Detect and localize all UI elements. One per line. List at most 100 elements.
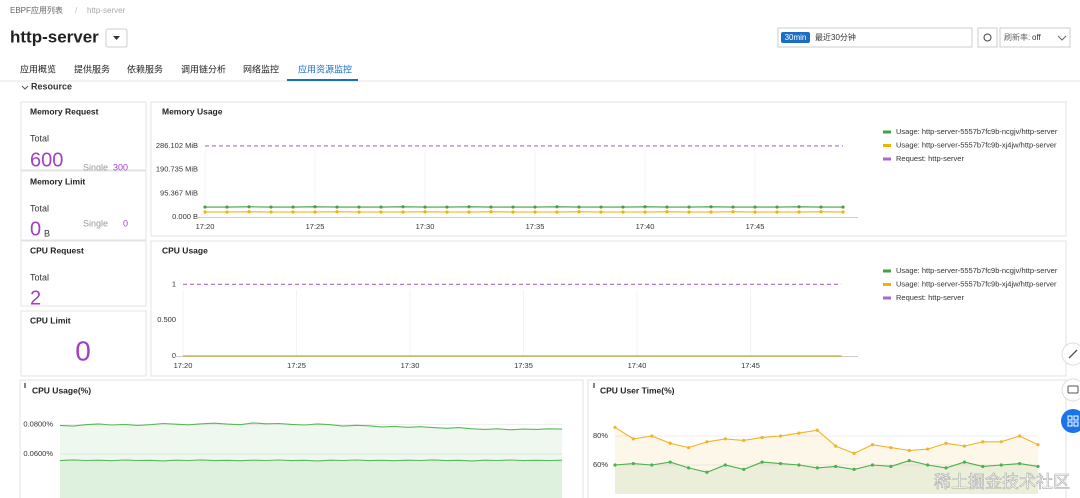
- point: [1018, 461, 1022, 466]
- card-label: Total: [30, 133, 49, 143]
- apps-icon: [1067, 421, 1073, 427]
- refresh-icon: [983, 33, 992, 42]
- card-label: Single: [83, 218, 108, 228]
- point: [269, 210, 273, 214]
- breadcrumb-parent[interactable]: EBPF应用列表: [10, 5, 63, 15]
- card: [20, 101, 147, 171]
- series-line: [59, 459, 563, 462]
- point: [723, 437, 727, 441]
- apps-icon: [1067, 415, 1073, 421]
- point: [511, 205, 515, 209]
- legend-swatch: [883, 283, 891, 286]
- point: [650, 434, 654, 438]
- point: [981, 464, 985, 469]
- card-label: Single: [83, 162, 108, 172]
- series-area: [60, 459, 562, 498]
- card-label: Total: [30, 203, 49, 213]
- x-tick-label: 17:20: [174, 361, 193, 370]
- point: [797, 205, 801, 209]
- point: [705, 470, 709, 474]
- tab[interactable]: 依赖服务: [127, 63, 163, 74]
- legend-swatch: [883, 296, 891, 300]
- tab[interactable]: 网络监控: [243, 63, 279, 74]
- point: [753, 205, 757, 209]
- point: [870, 443, 875, 447]
- point: [401, 210, 405, 214]
- time-picker[interactable]: [777, 27, 973, 48]
- chart-panel: [150, 240, 1067, 377]
- y-tick-label: 1: [172, 279, 176, 288]
- card: [20, 240, 147, 307]
- point: [489, 205, 493, 209]
- point: [643, 205, 647, 209]
- point: [687, 205, 691, 209]
- x-tick-label: 17:30: [401, 361, 420, 370]
- legend-swatch: [883, 157, 891, 161]
- chart-panel: [150, 101, 1067, 237]
- chart-panel: [19, 379, 584, 498]
- point: [1018, 434, 1022, 438]
- point: [775, 210, 779, 214]
- point: [742, 438, 746, 442]
- point: [445, 205, 449, 209]
- point: [423, 205, 427, 209]
- app-name: http-server: [10, 27, 99, 46]
- tab[interactable]: 应用概览: [20, 63, 56, 74]
- x-tick-label: 17:20: [196, 222, 215, 231]
- point: [797, 431, 801, 435]
- series-line: [614, 460, 1039, 473]
- point: [203, 210, 207, 214]
- point: [841, 205, 845, 209]
- time-badge: 30min: [785, 33, 807, 42]
- point: [247, 210, 251, 214]
- legend-label: Usage: http-server-5557b7fc9b-xj4jw/http…: [896, 140, 1057, 149]
- point: [401, 205, 405, 209]
- point: [335, 205, 339, 209]
- point: [467, 205, 471, 209]
- point: [225, 210, 229, 214]
- point: [731, 205, 735, 209]
- edit-button[interactable]: [1061, 342, 1080, 366]
- point: [819, 210, 823, 214]
- tab[interactable]: 提供服务: [74, 63, 110, 74]
- tab[interactable]: 调用链分析: [181, 63, 226, 74]
- time-range: 最近30分钟: [815, 32, 856, 42]
- refresh-rate[interactable]: [999, 27, 1071, 48]
- point: [489, 210, 493, 214]
- point: [999, 440, 1003, 444]
- point: [944, 466, 948, 470]
- breadcrumb-current: http-server: [87, 6, 126, 15]
- x-tick-label: 17:25: [287, 361, 306, 370]
- point: [797, 463, 801, 467]
- y-tick-label: 0.000 B: [172, 212, 198, 221]
- point: [852, 451, 856, 455]
- point: [686, 466, 691, 470]
- refresh-button[interactable]: [977, 27, 998, 48]
- section-mask: [0, 92, 1080, 98]
- point: [668, 441, 672, 445]
- point: [621, 210, 625, 214]
- apps-button[interactable]: [1061, 409, 1080, 433]
- point: [613, 463, 617, 467]
- legend-label: Request: http-server: [896, 154, 964, 163]
- point: [709, 210, 713, 214]
- card: [20, 310, 147, 377]
- point: [668, 460, 672, 464]
- point: [1036, 464, 1040, 469]
- y-tick-label: 0.0800%: [23, 420, 53, 429]
- apps-icon: [1073, 415, 1079, 421]
- point: [926, 463, 930, 467]
- point: [313, 205, 317, 209]
- point: [797, 210, 801, 214]
- point: [631, 461, 635, 466]
- point: [962, 444, 967, 448]
- point: [999, 463, 1003, 467]
- tab[interactable]: 应用资源监控: [298, 63, 352, 74]
- y-tick-label: 0.500: [157, 315, 176, 324]
- point: [631, 437, 635, 441]
- tab-underline: [287, 79, 358, 81]
- card-value: 2: [30, 287, 41, 309]
- legend-swatch: [883, 144, 891, 147]
- y-tick-label: 95.367 MiB: [160, 188, 198, 197]
- comment-button[interactable]: [1061, 378, 1080, 402]
